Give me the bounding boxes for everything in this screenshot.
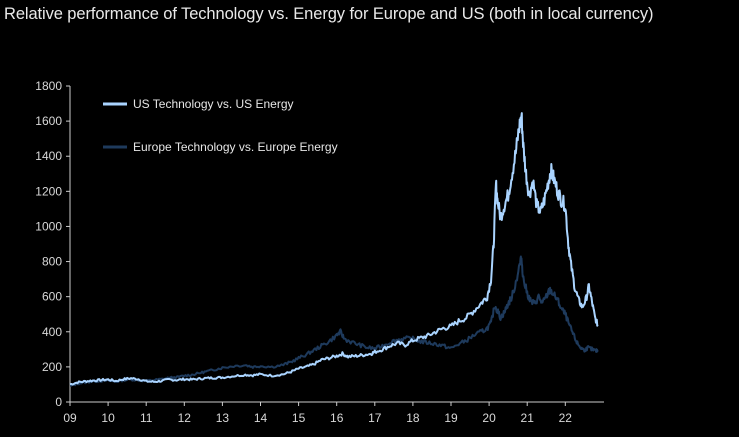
series-line-europe (69, 255, 599, 387)
y-tick-label: 0 (55, 395, 62, 409)
x-tick-label: 11 (140, 411, 153, 425)
x-tick-label: 22 (559, 411, 573, 425)
y-axis-ticks: 0 200 400 600 800 1000 1200 1400 1600 1800 (35, 79, 70, 409)
y-tick-label: 1600 (35, 114, 62, 128)
chart-title: Relative performance of Technology vs. E… (4, 5, 654, 23)
x-tick-label: 14 (254, 411, 268, 425)
x-tick-label: 09 (63, 411, 77, 425)
legend-label-us: US Technology vs. US Energy (133, 97, 294, 111)
y-tick-label: 1200 (35, 184, 62, 198)
x-tick-label: 17 (368, 411, 382, 425)
x-tick-label: 18 (406, 411, 420, 425)
y-tick-label: 1400 (35, 149, 62, 163)
x-tick-label: 12 (178, 411, 192, 425)
series-layer (69, 112, 599, 387)
x-tick-label: 21 (521, 411, 535, 425)
y-tick-label: 600 (42, 290, 62, 304)
x-tick-label: 19 (444, 411, 458, 425)
x-tick-label: 15 (292, 411, 306, 425)
y-tick-label: 1800 (35, 79, 62, 93)
x-tick-label: 16 (330, 411, 344, 425)
x-tick-label: 20 (482, 411, 496, 425)
series-line-us (69, 112, 599, 386)
y-tick-label: 200 (42, 360, 62, 374)
y-tick-label: 1000 (35, 219, 62, 233)
x-tick-label: 10 (101, 411, 115, 425)
y-tick-label: 800 (42, 255, 62, 269)
x-tick-label: 13 (216, 411, 230, 425)
legend-label-europe: Europe Technology vs. Europe Energy (133, 140, 338, 154)
x-axis-ticks: 09 10 11 12 13 14 15 16 17 18 19 20 21 22 (63, 402, 572, 425)
y-tick-label: 400 (42, 325, 62, 339)
legend: US Technology vs. US Energy Europe Techn… (103, 97, 338, 154)
